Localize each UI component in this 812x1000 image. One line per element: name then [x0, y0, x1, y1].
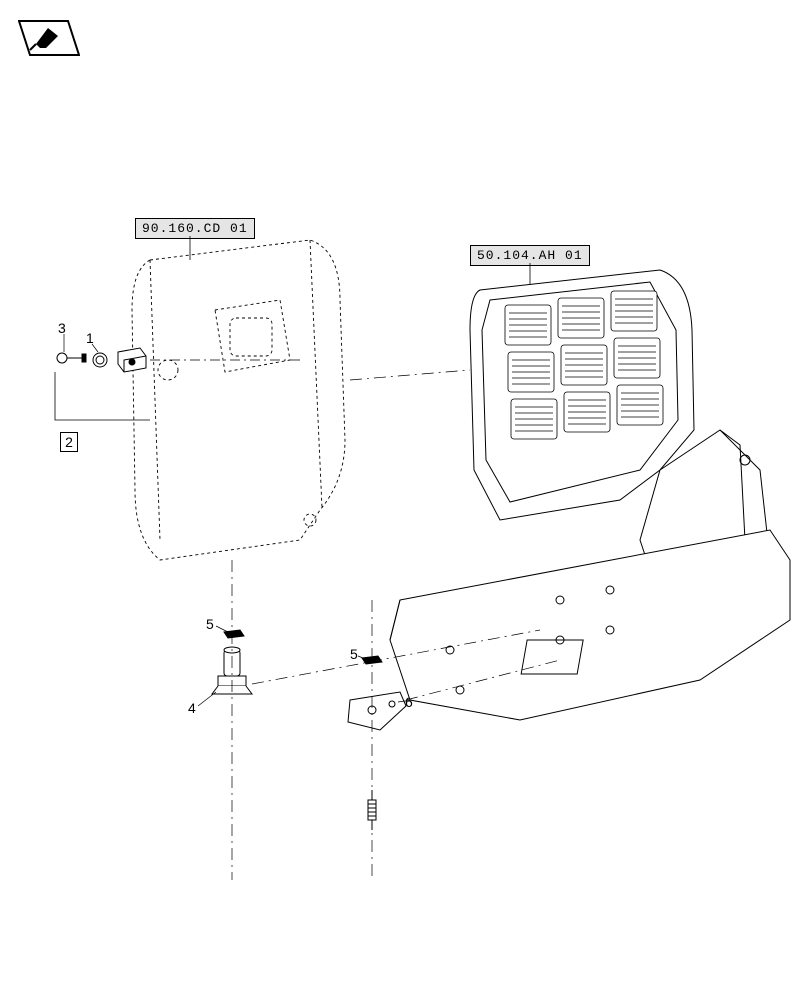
left-cover-panel: [132, 240, 345, 560]
key-switch-part: [57, 348, 146, 372]
right-console-assembly: [390, 270, 790, 720]
bracket-part: [348, 656, 406, 730]
technical-drawing: [0, 0, 812, 1000]
module-grid: [505, 291, 663, 439]
